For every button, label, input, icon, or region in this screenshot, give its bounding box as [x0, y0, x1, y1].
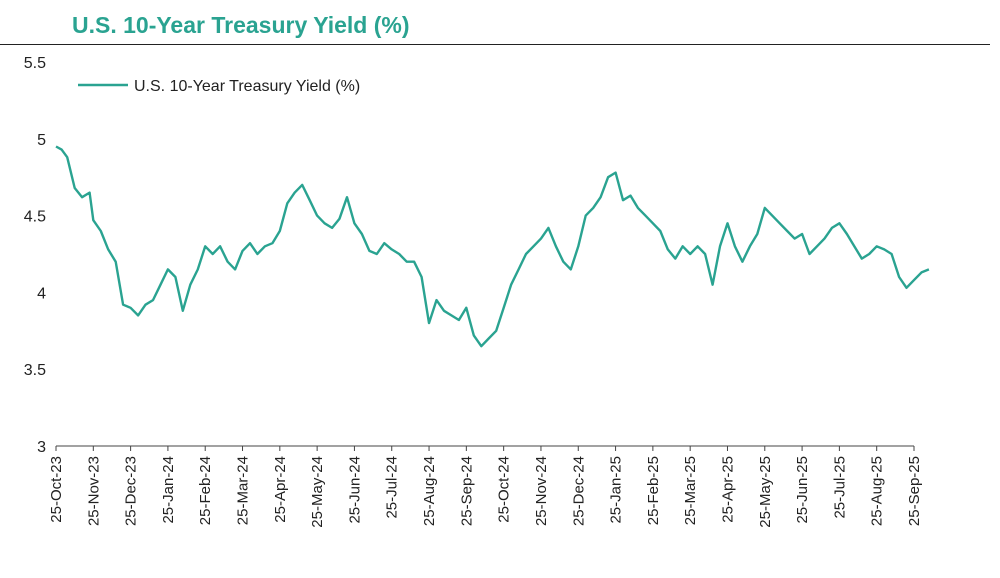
- x-tick-label: 25-Sep-24: [458, 456, 475, 526]
- x-tick-label: 25-Jun-24: [346, 456, 363, 524]
- x-tick-label: 25-Sep-25: [906, 456, 923, 526]
- chart-title: U.S. 10-Year Treasury Yield (%): [72, 12, 410, 38]
- x-tick-label: 25-Mar-24: [235, 456, 252, 525]
- x-tick-label: 25-Jul-25: [831, 456, 848, 519]
- x-tick-label: 25-Dec-24: [570, 456, 587, 526]
- y-tick-label: 4.5: [24, 209, 46, 226]
- x-tick-label: 25-Jul-24: [384, 456, 401, 519]
- x-tick-label: 25-Aug-24: [421, 456, 438, 526]
- y-tick-label: 3.5: [24, 362, 46, 379]
- y-tick-label: 5: [37, 132, 46, 149]
- x-tick-label: 25-Apr-25: [719, 456, 736, 523]
- legend-label: U.S. 10-Year Treasury Yield (%): [134, 78, 360, 95]
- x-tick-label: 25-Mar-25: [682, 456, 699, 525]
- legend: U.S. 10-Year Treasury Yield (%): [78, 78, 360, 95]
- x-tick-label: 25-Jan-24: [160, 456, 177, 524]
- series-line: [55, 145, 930, 348]
- y-axis: 3 3.5 4 4.5 5 5.5: [24, 55, 46, 456]
- x-tick-label: 25-May-24: [309, 456, 326, 528]
- x-tick-label: 25-Jun-25: [794, 456, 811, 524]
- x-tick-label: 25-Feb-24: [197, 456, 214, 525]
- x-tick-label: 25-Dec-23: [123, 456, 140, 526]
- y-tick-label: 4: [37, 285, 46, 302]
- x-axis: 25-Oct-23 25-Nov-23 25-Dec-23 25-Jan-24 25-F…: [48, 445, 923, 528]
- x-tick-label: 25-Apr-24: [272, 456, 289, 523]
- x-tick-label: 25-Aug-25: [869, 456, 886, 526]
- y-tick-label: 5.5: [24, 55, 46, 72]
- y-tick-label: 3: [37, 439, 46, 456]
- x-tick-label: 25-Jan-25: [608, 456, 625, 524]
- x-tick-label: 25-Oct-24: [496, 456, 513, 523]
- x-tick-label: 25-May-25: [757, 456, 774, 528]
- title-divider: [0, 44, 990, 45]
- x-tick-label: 25-Nov-23: [85, 456, 102, 526]
- x-tick-label: 25-Feb-25: [645, 456, 662, 525]
- x-tick-label: 25-Nov-24: [533, 456, 550, 526]
- series-layer: [55, 145, 930, 348]
- x-tick-label: 25-Oct-23: [48, 456, 65, 523]
